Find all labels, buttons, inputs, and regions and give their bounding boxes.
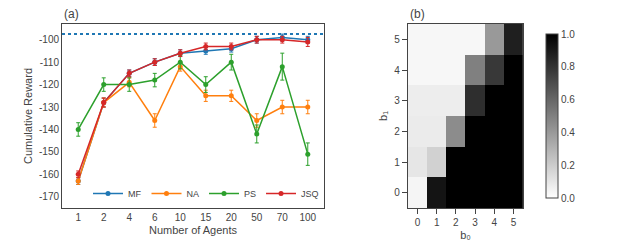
svg-text:1: 1 <box>434 217 440 228</box>
svg-text:1.0: 1.0 <box>561 29 575 40</box>
svg-text:50: 50 <box>251 212 263 223</box>
svg-text:1: 1 <box>75 212 81 223</box>
svg-text:0.4: 0.4 <box>561 127 575 138</box>
svg-text:15: 15 <box>200 212 212 223</box>
svg-text:10: 10 <box>175 212 187 223</box>
svg-text:3: 3 <box>394 95 400 106</box>
svg-text:-150: -150 <box>39 146 59 157</box>
svg-text:0.2: 0.2 <box>561 160 575 171</box>
svg-text:(b): (b) <box>410 7 425 21</box>
svg-text:0: 0 <box>394 187 400 198</box>
svg-text:0.8: 0.8 <box>561 61 575 72</box>
svg-text:b₁: b₁ <box>377 111 389 121</box>
svg-text:6: 6 <box>152 212 158 223</box>
svg-text:Cumulative Reward: Cumulative Reward <box>22 68 34 164</box>
svg-text:Number of Agents: Number of Agents <box>149 224 238 236</box>
svg-text:0.0: 0.0 <box>561 193 575 204</box>
svg-text:0: 0 <box>415 217 421 228</box>
svg-text:100: 100 <box>299 212 316 223</box>
svg-text:2: 2 <box>453 217 459 228</box>
svg-text:PS: PS <box>244 189 256 199</box>
svg-text:4: 4 <box>394 65 400 76</box>
svg-text:0.6: 0.6 <box>561 94 575 105</box>
svg-text:4: 4 <box>126 212 132 223</box>
svg-text:20: 20 <box>226 212 238 223</box>
svg-text:5: 5 <box>394 34 400 45</box>
svg-text:-140: -140 <box>39 124 59 135</box>
svg-text:2: 2 <box>101 212 107 223</box>
svg-text:-120: -120 <box>39 79 59 90</box>
svg-text:4: 4 <box>492 217 498 228</box>
svg-text:-100: -100 <box>39 34 59 45</box>
svg-text:1: 1 <box>394 157 400 168</box>
svg-text:2: 2 <box>394 126 400 137</box>
svg-text:-110: -110 <box>40 57 60 68</box>
svg-text:5: 5 <box>511 217 517 228</box>
svg-text:NA: NA <box>186 189 199 199</box>
svg-text:70: 70 <box>277 212 289 223</box>
svg-text:MF: MF <box>128 189 141 199</box>
svg-text:JSQ: JSQ <box>301 189 319 199</box>
svg-text:(a): (a) <box>64 7 79 21</box>
svg-text:b₀: b₀ <box>460 229 471 241</box>
svg-text:-160: -160 <box>39 169 59 180</box>
svg-text:-170: -170 <box>39 191 59 202</box>
svg-text:-130: -130 <box>39 102 59 113</box>
svg-text:3: 3 <box>472 217 478 228</box>
